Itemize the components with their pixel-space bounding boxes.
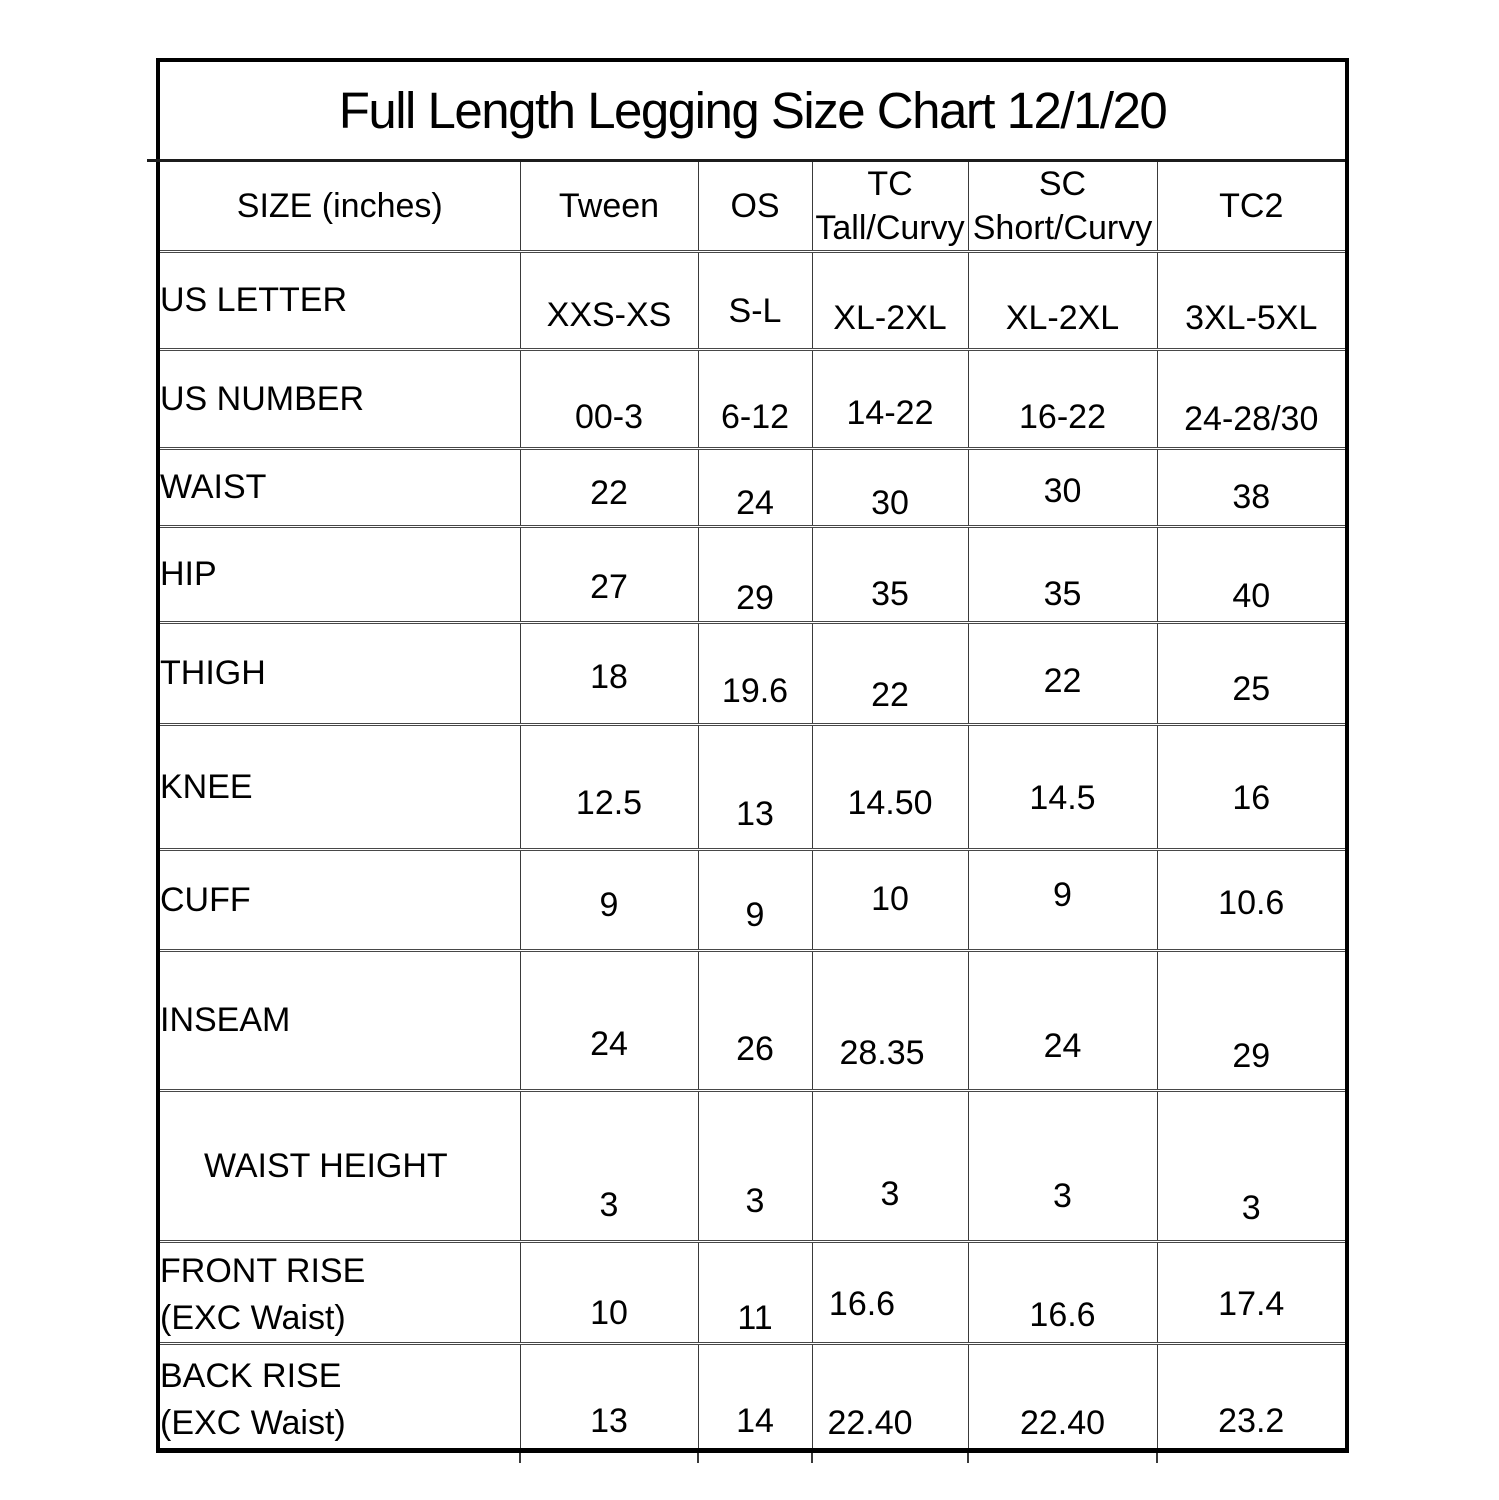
value-cell: 10.6 xyxy=(1156,848,1345,953)
value-cell: 14.50 xyxy=(811,723,969,852)
row-label: INSEAM xyxy=(160,949,521,1093)
value-cell: 11 xyxy=(697,1240,813,1346)
table-row-cuff: CUFF 9 9 10 9 10.6 xyxy=(160,848,1345,953)
col-header-tc: TC Tall/Curvy xyxy=(811,162,969,254)
col-header-tween: Tween xyxy=(519,162,699,254)
col-header-size: SIZE (inches) xyxy=(160,162,521,254)
value-cell: 35 xyxy=(967,525,1158,625)
table-row-thigh: THIGH 18 19.6 22 22 25 xyxy=(160,621,1345,727)
row-label: US NUMBER xyxy=(160,348,521,451)
row-label: FRONT RISE (EXC Waist) xyxy=(160,1240,521,1346)
row-label: US LETTER xyxy=(160,250,521,352)
table-row-back-rise: BACK RISE (EXC Waist) 13 14 22.40 22.40 … xyxy=(160,1342,1345,1448)
value-cell: 14-22 xyxy=(811,348,969,451)
row-label: BACK RISE (EXC Waist) xyxy=(160,1342,521,1448)
table-row-front-rise: FRONT RISE (EXC Waist) 10 11 16.6 16.6 1… xyxy=(160,1240,1345,1346)
value-cell: 16 xyxy=(1156,723,1345,852)
column-line-stub xyxy=(811,1452,813,1463)
value-cell: 22.40 xyxy=(967,1342,1158,1448)
value-text: 28.35 xyxy=(839,1034,925,1073)
value-cell: 3XL-5XL xyxy=(1156,250,1345,352)
value-cell: 9 xyxy=(519,848,699,953)
value-cell: 10 xyxy=(519,1240,699,1346)
value-cell: 19.6 xyxy=(697,621,813,727)
table-row-hip: HIP 27 29 35 35 40 xyxy=(160,525,1345,625)
value-cell: XXS-XS xyxy=(519,250,699,352)
column-line-stub xyxy=(967,1452,969,1463)
value-cell: 24 xyxy=(967,949,1158,1093)
value-cell: 38 xyxy=(1156,447,1345,529)
value-cell: 30 xyxy=(967,447,1158,529)
table-row-waist-height: WAIST HEIGHT 3 3 3 3 3 xyxy=(160,1089,1345,1244)
value-cell: 22 xyxy=(967,621,1158,727)
value-cell: 3 xyxy=(519,1089,699,1244)
size-table: SIZE (inches) Tween OS TC Tall/Curvy SC … xyxy=(160,162,1345,1448)
row-label: CUFF xyxy=(160,848,521,953)
value-cell: 24 xyxy=(697,447,813,529)
value-cell: 40 xyxy=(1156,525,1345,625)
value-cell: 3 xyxy=(811,1089,969,1244)
column-line-stub xyxy=(697,1452,699,1463)
value-cell: 10 xyxy=(811,848,969,953)
value-cell: 23.2 xyxy=(1156,1342,1345,1448)
value-cell: 00-3 xyxy=(519,348,699,451)
value-cell: S-L xyxy=(697,250,813,352)
value-cell: 26 xyxy=(697,949,813,1093)
value-cell: 16.6 xyxy=(967,1240,1158,1346)
value-cell: 16-22 xyxy=(967,348,1158,451)
table-row-us-number: US NUMBER 00-3 6-12 14-22 16-22 24-28/30 xyxy=(160,348,1345,451)
value-cell: 22 xyxy=(811,621,969,727)
value-cell: XL-2XL xyxy=(967,250,1158,352)
column-line-stub xyxy=(1156,1452,1158,1463)
value-cell: 14.5 xyxy=(967,723,1158,852)
value-cell: 13 xyxy=(519,1342,699,1448)
row-label: WAIST xyxy=(160,447,521,529)
value-cell: 12.5 xyxy=(519,723,699,852)
value-text: 16.6 xyxy=(828,1285,896,1324)
value-cell: 25 xyxy=(1156,621,1345,727)
value-cell: 24 xyxy=(519,949,699,1093)
value-cell: 3 xyxy=(1156,1089,1345,1244)
value-cell: XL-2XL xyxy=(811,250,969,352)
value-cell: 18 xyxy=(519,621,699,727)
table-row-inseam: INSEAM 24 26 28.35 24 29 xyxy=(160,949,1345,1093)
table-row-knee: KNEE 12.5 13 14.50 14.5 16 xyxy=(160,723,1345,852)
value-cell: 28.35 xyxy=(811,949,969,1093)
value-cell: 9 xyxy=(967,848,1158,953)
table-row-us-letter: US LETTER XXS-XS S-L XL-2XL XL-2XL 3XL-5… xyxy=(160,250,1345,352)
value-cell: 13 xyxy=(697,723,813,852)
row-label: HIP xyxy=(160,525,521,625)
title-underline-overhang xyxy=(147,159,160,162)
header-row: SIZE (inches) Tween OS TC Tall/Curvy SC … xyxy=(160,162,1345,254)
row-label: KNEE xyxy=(160,723,521,852)
value-cell: 27 xyxy=(519,525,699,625)
row-label: THIGH xyxy=(160,621,521,727)
value-cell: 17.4 xyxy=(1156,1240,1345,1346)
value-cell: 6-12 xyxy=(697,348,813,451)
col-header-os: OS xyxy=(697,162,813,254)
value-cell: 22 xyxy=(519,447,699,529)
value-cell: 22.40 xyxy=(811,1342,969,1448)
col-header-sc: SC Short/Curvy xyxy=(967,162,1158,254)
value-cell: 29 xyxy=(1156,949,1345,1093)
value-cell: 29 xyxy=(697,525,813,625)
value-cell: 14 xyxy=(697,1342,813,1448)
value-cell: 16.6 xyxy=(811,1240,969,1346)
row-label: WAIST HEIGHT xyxy=(160,1089,521,1244)
value-cell: 9 xyxy=(697,848,813,953)
value-text: 22.40 xyxy=(827,1403,913,1442)
chart-title: Full Length Legging Size Chart 12/1/20 xyxy=(160,62,1345,162)
col-header-tc2: TC2 xyxy=(1156,162,1345,254)
value-cell: 24-28/30 xyxy=(1156,348,1345,451)
table-row-waist: WAIST 22 24 30 30 38 xyxy=(160,447,1345,529)
value-cell: 3 xyxy=(967,1089,1158,1244)
column-line-stub xyxy=(519,1452,521,1463)
size-chart: Full Length Legging Size Chart 12/1/20 S… xyxy=(147,58,1349,1463)
value-cell: 35 xyxy=(811,525,969,625)
value-cell: 3 xyxy=(697,1089,813,1244)
value-cell: 30 xyxy=(811,447,969,529)
